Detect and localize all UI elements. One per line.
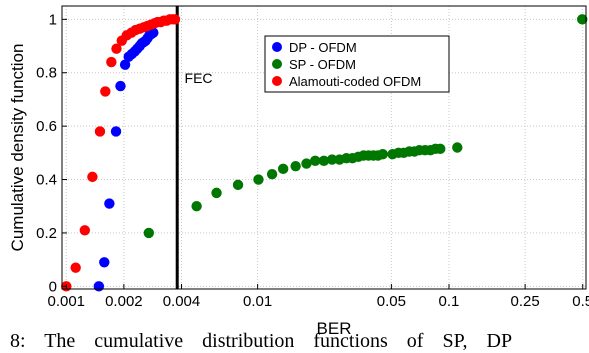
fec-annotation: FEC [185, 70, 213, 86]
data-point [111, 43, 122, 54]
data-point [326, 154, 338, 165]
legend-marker [272, 59, 282, 69]
data-point [79, 225, 91, 236]
y-tick-label: 1 [49, 11, 57, 28]
data-point [110, 126, 122, 137]
series-2 [61, 14, 181, 292]
data-point [94, 126, 106, 137]
legend-marker [272, 76, 282, 86]
y-tick-label: 0.8 [36, 65, 57, 82]
x-tick-label: 0.002 [105, 293, 143, 310]
data-point [104, 198, 115, 209]
data-point [99, 257, 110, 268]
legend: DP - OFDM SP - OFDM Alamouti-coded OFDM [264, 35, 450, 93]
y-axis-label: Cumulative density function [8, 44, 27, 252]
x-tick-label: 0.01 [243, 293, 272, 310]
data-points [61, 14, 588, 292]
data-point [277, 163, 289, 175]
y-tick-label: 0.4 [36, 172, 57, 189]
legend-entry-label: DP - OFDM [289, 40, 357, 55]
data-point [452, 142, 463, 153]
x-tick-label: 0.004 [163, 293, 201, 310]
data-point [191, 201, 202, 212]
data-point [106, 56, 117, 68]
plot-frame [61, 5, 587, 290]
data-point [377, 148, 389, 160]
data-point [119, 59, 131, 70]
data-point [301, 158, 312, 169]
axis-ticks [62, 18, 584, 289]
data-point [169, 14, 181, 25]
data-point [70, 262, 81, 273]
x-tick-label: 0.1 [439, 293, 460, 310]
data-point [253, 174, 264, 185]
legend-marker [272, 42, 282, 52]
series-0 [93, 27, 159, 292]
x-tick-label: 0.5 [572, 293, 589, 310]
data-point [115, 80, 126, 92]
data-point [310, 155, 321, 167]
tick-labels: 0.001 0.002 0.004 0.01 0.05 0.1 0.25 0.5 0 0.2 0.4… [36, 11, 589, 310]
data-point [266, 168, 278, 180]
series-1 [143, 14, 588, 239]
data-point [87, 171, 98, 183]
legend-entry-label: Alamouti-coded OFDM [289, 74, 421, 89]
data-point [100, 86, 111, 97]
x-axis-label: BER [317, 319, 352, 338]
data-point [93, 281, 105, 292]
x-tick-label: 0.25 [511, 293, 540, 310]
legend-box [264, 35, 450, 93]
data-point [318, 155, 330, 167]
y-tick-label: 0 [49, 278, 57, 295]
data-point [211, 187, 222, 199]
data-point [435, 143, 446, 155]
data-point [577, 14, 588, 25]
data-point [143, 227, 155, 239]
y-tick-label: 0.6 [36, 118, 57, 135]
legend-entry-label: SP - OFDM [289, 57, 356, 72]
figure-caption: 8: The cumulative distribution functions… [10, 330, 513, 352]
data-point [290, 160, 301, 172]
x-tick-label: 0.001 [47, 293, 85, 310]
grid-lines [62, 6, 586, 289]
data-point [232, 179, 244, 191]
cdf-chart: 0.001 0.002 0.004 0.01 0.05 0.1 0.25 0.5 0 0.2 0.4… [8, 5, 589, 338]
data-point [148, 27, 159, 38]
y-tick-label: 0.2 [36, 225, 57, 242]
x-tick-label: 0.05 [377, 293, 406, 310]
